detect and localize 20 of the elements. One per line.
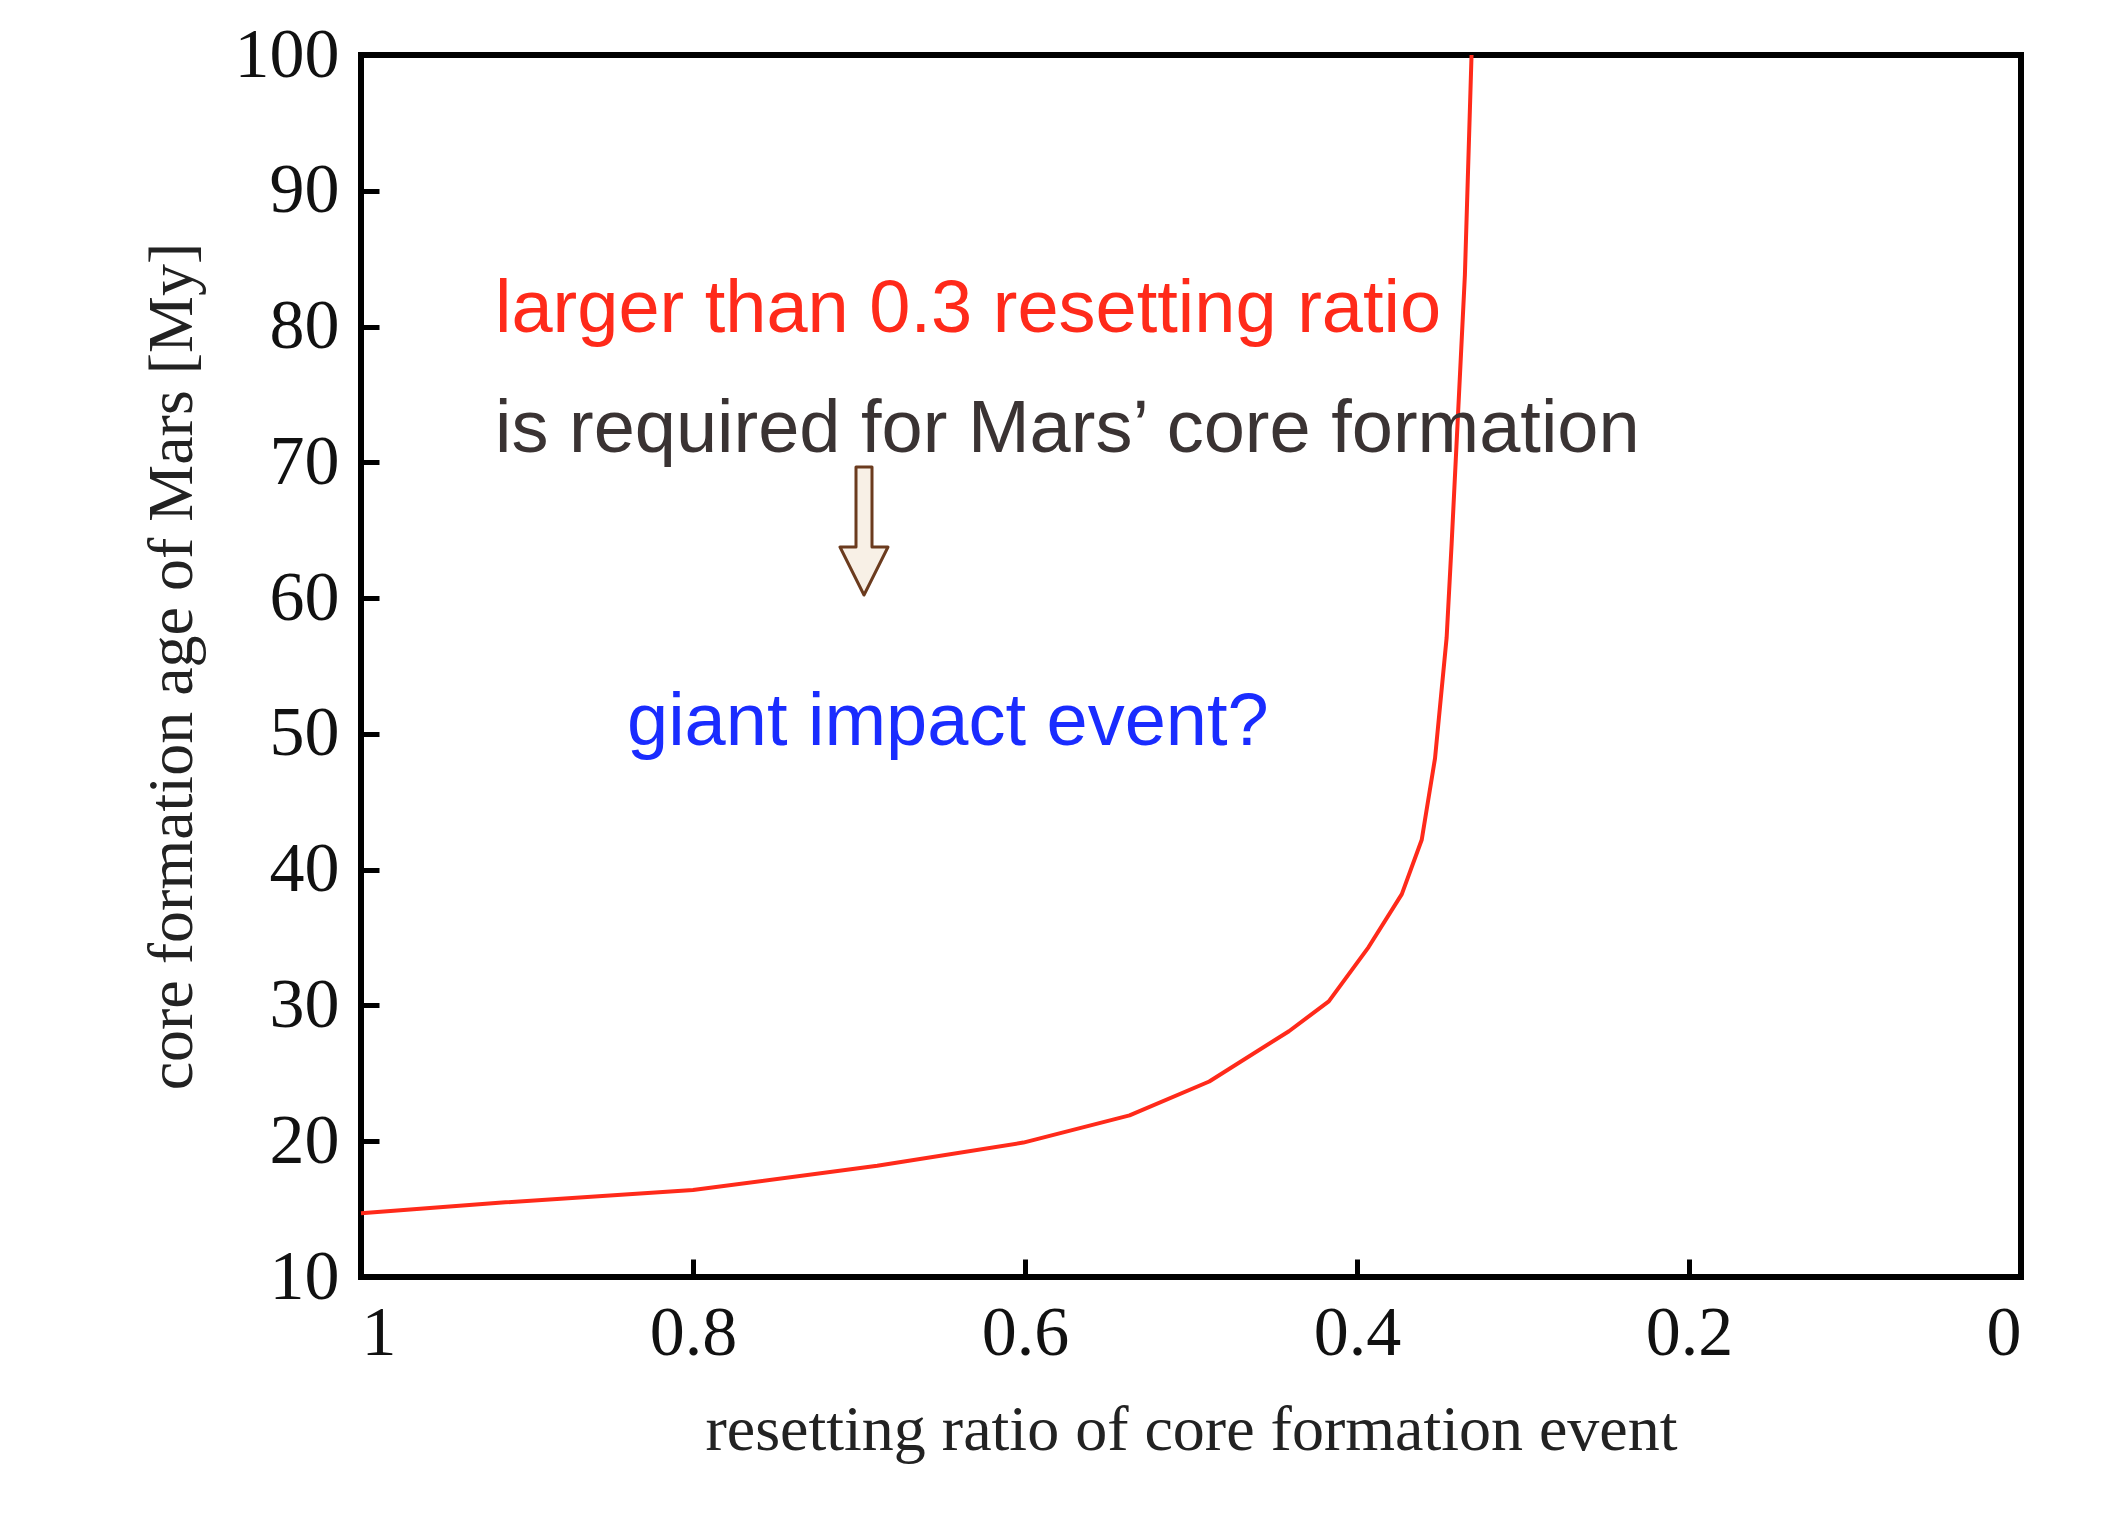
y-tick-label: 90 xyxy=(269,150,340,228)
x-tick-label: 0.6 xyxy=(981,1292,1070,1370)
x-tick-label: 0.2 xyxy=(1645,1292,1734,1370)
y-tick-label: 10 xyxy=(269,1236,340,1314)
annotation: larger than 0.3 resetting ratio xyxy=(495,265,1442,348)
x-tick-label: 0.8 xyxy=(649,1292,738,1370)
y-tick-label: 80 xyxy=(269,286,340,364)
y-tick-label: 70 xyxy=(269,421,340,499)
annotation: giant impact event? xyxy=(627,678,1269,761)
y-tick-label: 20 xyxy=(269,1100,340,1178)
y-tick-label: 30 xyxy=(269,964,340,1042)
x-tick-label: 0 xyxy=(1986,1292,2022,1370)
y-tick-label: 60 xyxy=(269,557,340,635)
y-tick-label: 50 xyxy=(269,693,340,771)
y-tick-label: 40 xyxy=(269,829,340,907)
y-tick-label: 100 xyxy=(234,14,340,92)
x-tick-label: 1 xyxy=(361,1292,397,1370)
x-axis-title: resetting ratio of core formation event xyxy=(705,1392,1678,1464)
y-axis-title: core formation age of Mars [My] xyxy=(134,242,206,1091)
x-tick-label: 0.4 xyxy=(1313,1292,1402,1370)
